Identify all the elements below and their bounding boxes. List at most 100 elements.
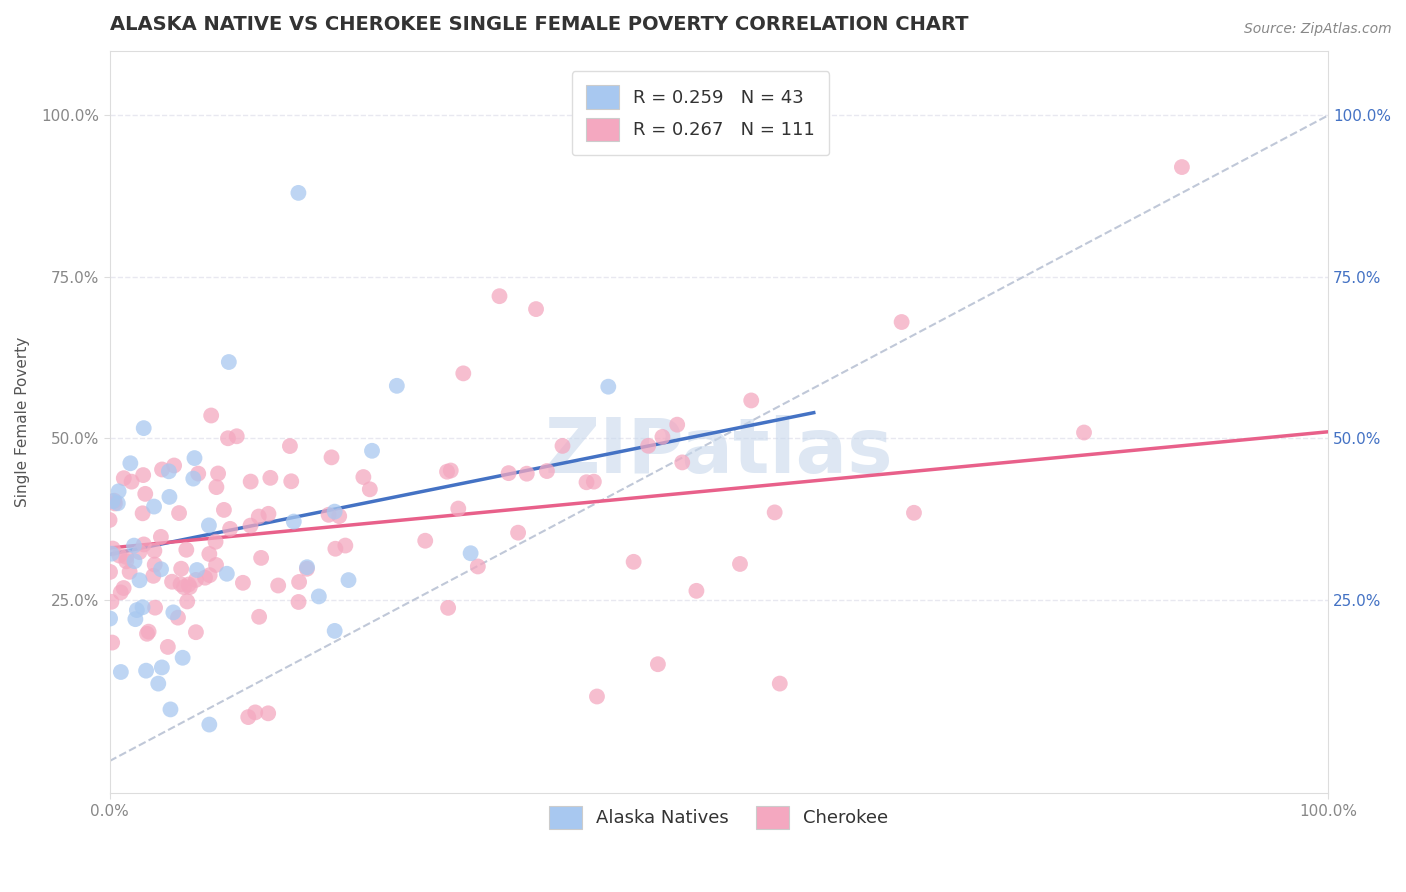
Point [575, 475, 598, 490]
Point [335, 539, 357, 553]
Point [120, 456, 142, 470]
Point [283, 515, 305, 529]
Point [177, 577, 200, 591]
Point [295, 562, 318, 576]
Point [104, 496, 127, 510]
Point [287, 595, 309, 609]
Point [181, 472, 204, 486]
Point [198, 547, 221, 561]
Point [267, 578, 290, 592]
Point [128, 574, 150, 588]
Point [440, 463, 463, 477]
Point [149, 530, 172, 544]
Point [143, 500, 166, 514]
Point [135, 664, 157, 678]
Point [112, 471, 135, 485]
Point [257, 706, 280, 721]
Point [136, 627, 159, 641]
Point [143, 600, 166, 615]
Point [179, 580, 201, 594]
Point [287, 186, 309, 200]
Text: ZIPatlas: ZIPatlas [544, 415, 893, 489]
Point [132, 421, 155, 435]
Point [198, 717, 221, 731]
Legend: Alaska Natives, Cherokee: Alaska Natives, Cherokee [543, 798, 896, 837]
Point [232, 575, 254, 590]
Point [200, 409, 222, 423]
Point [150, 562, 173, 576]
Point [103, 493, 125, 508]
Point [107, 496, 129, 510]
Point [323, 624, 346, 638]
Y-axis label: Single Female Poverty: Single Female Poverty [15, 337, 30, 508]
Point [352, 470, 374, 484]
Point [318, 508, 340, 522]
Point [162, 606, 184, 620]
Point [163, 458, 186, 473]
Point [890, 315, 912, 329]
Point [385, 379, 408, 393]
Point [143, 558, 166, 572]
Point [218, 355, 240, 369]
Point [115, 554, 138, 568]
Point [212, 503, 235, 517]
Point [176, 542, 198, 557]
Point [101, 635, 124, 649]
Point [207, 467, 229, 481]
Point [110, 585, 132, 599]
Point [769, 676, 792, 690]
Point [121, 475, 143, 489]
Point [100, 547, 122, 561]
Point [98, 565, 121, 579]
Point [250, 550, 273, 565]
Point [205, 480, 228, 494]
Point [128, 545, 150, 559]
Point [112, 581, 135, 595]
Point [215, 566, 238, 581]
Point [666, 417, 689, 432]
Point [582, 475, 605, 489]
Point [150, 660, 173, 674]
Point [187, 467, 209, 481]
Point [598, 380, 620, 394]
Point [134, 487, 156, 501]
Point [107, 484, 129, 499]
Point [467, 559, 489, 574]
Point [108, 549, 131, 563]
Point [239, 475, 262, 489]
Point [132, 537, 155, 551]
Point [176, 594, 198, 608]
Point [204, 534, 226, 549]
Point [295, 560, 318, 574]
Point [100, 595, 122, 609]
Point [453, 367, 475, 381]
Point [186, 563, 208, 577]
Point [142, 569, 165, 583]
Point [150, 462, 173, 476]
Point [488, 289, 510, 303]
Point [506, 525, 529, 540]
Text: Source: ZipAtlas.com: Source: ZipAtlas.com [1244, 22, 1392, 37]
Point [728, 557, 751, 571]
Point [118, 565, 141, 579]
Point [101, 494, 124, 508]
Point [198, 568, 221, 582]
Point [498, 466, 520, 480]
Point [239, 518, 262, 533]
Point [651, 430, 673, 444]
Point [169, 577, 191, 591]
Point [903, 506, 925, 520]
Point [586, 690, 609, 704]
Point [194, 571, 217, 585]
Point [184, 573, 207, 587]
Point [110, 665, 132, 679]
Point [337, 573, 360, 587]
Point [325, 541, 347, 556]
Point [247, 509, 270, 524]
Point [536, 464, 558, 478]
Point [167, 610, 190, 624]
Point [131, 600, 153, 615]
Point [157, 464, 180, 478]
Text: ALASKA NATIVE VS CHEROKEE SINGLE FEMALE POVERTY CORRELATION CHART: ALASKA NATIVE VS CHEROKEE SINGLE FEMALE … [110, 15, 967, 34]
Point [740, 393, 762, 408]
